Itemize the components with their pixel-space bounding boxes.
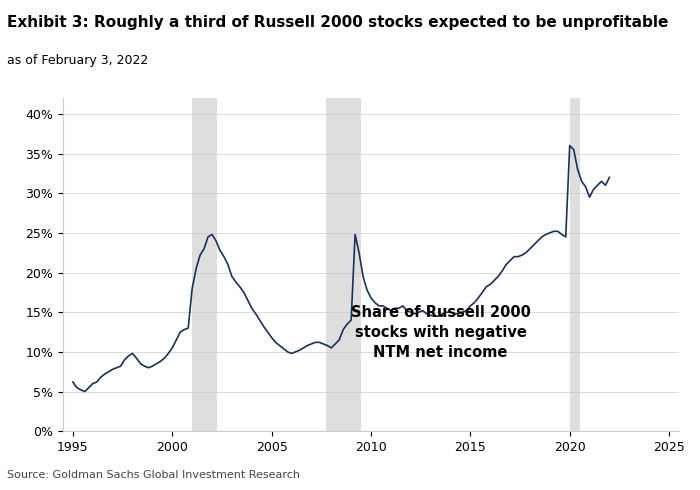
Bar — [193, 98, 217, 431]
Text: Share of Russell 2000
stocks with negative
NTM net income: Share of Russell 2000 stocks with negati… — [351, 305, 531, 360]
Text: as of February 3, 2022: as of February 3, 2022 — [7, 54, 148, 67]
Bar — [570, 98, 580, 431]
Bar — [326, 98, 361, 431]
Text: Exhibit 3: Roughly a third of Russell 2000 stocks expected to be unprofitable: Exhibit 3: Roughly a third of Russell 20… — [7, 15, 668, 30]
Text: Source: Goldman Sachs Global Investment Research: Source: Goldman Sachs Global Investment … — [7, 470, 300, 480]
